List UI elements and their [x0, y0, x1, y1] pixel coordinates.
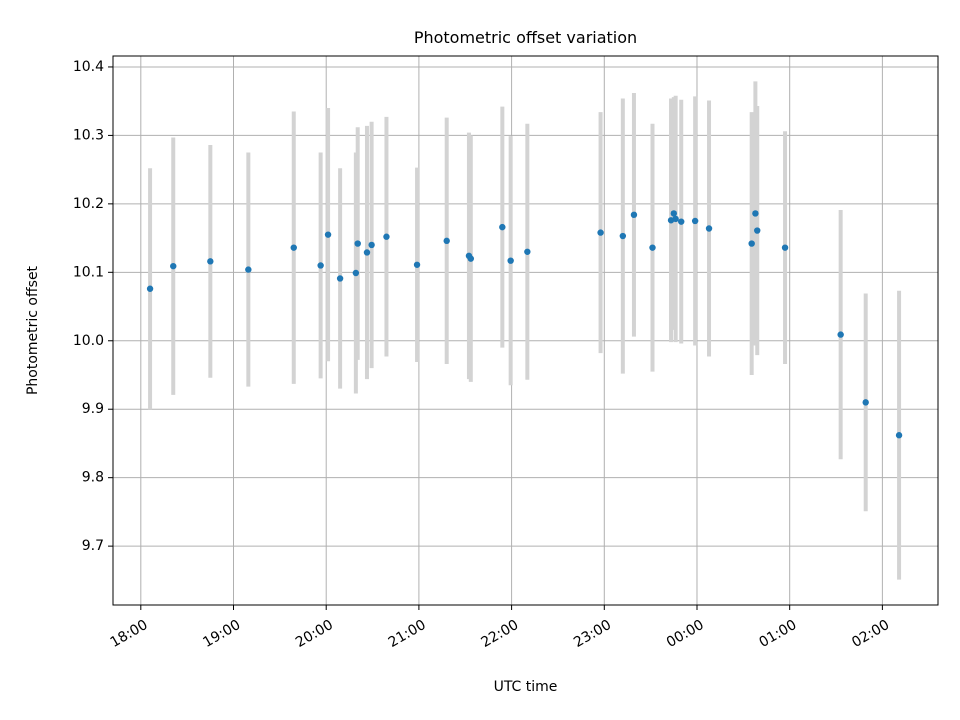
y-tick-label: 10.1 — [73, 264, 104, 280]
data-point — [895, 432, 903, 439]
y-axis-ticks: 9.7 9.8 9.9 10.0 10.1 10.2 10.3 10.4 — [73, 59, 113, 554]
y-axis-label: Photometric offset — [25, 265, 41, 395]
data-point — [672, 215, 679, 223]
data-point — [146, 285, 154, 292]
data-point — [413, 261, 421, 268]
y-tick-label: 9.8 — [82, 470, 104, 486]
data-point — [499, 223, 506, 231]
data-point — [443, 237, 450, 245]
data-point — [524, 248, 531, 255]
x-tick-label: 18:00 — [108, 617, 151, 651]
x-tick-label: 19:00 — [200, 617, 243, 651]
data-point — [748, 240, 755, 247]
data-point — [352, 269, 360, 277]
data-point — [354, 240, 361, 247]
data-point — [630, 211, 638, 219]
y-tick-label: 10.2 — [73, 196, 104, 212]
data-point — [317, 262, 324, 269]
data-point — [368, 241, 375, 249]
x-tick-label: 23:00 — [571, 617, 614, 651]
data-point — [507, 257, 514, 264]
data-point — [705, 225, 713, 232]
chart-title: Photometric offset variation — [414, 28, 637, 47]
data-points — [146, 210, 903, 439]
y-tick-label: 9.7 — [82, 538, 104, 554]
x-tick-label: 00:00 — [664, 617, 707, 651]
data-point — [336, 275, 344, 282]
x-axis-label: UTC time — [494, 679, 558, 695]
x-tick-label: 22:00 — [478, 617, 521, 651]
data-point — [619, 232, 627, 240]
data-point — [837, 331, 844, 338]
data-point — [324, 231, 332, 238]
data-point — [754, 227, 761, 234]
data-point — [207, 258, 214, 265]
data-point — [752, 210, 759, 217]
data-point — [781, 244, 789, 251]
data-point — [670, 210, 678, 217]
y-tick-label: 10.0 — [73, 333, 104, 349]
x-tick-label: 21:00 — [386, 617, 429, 651]
data-point — [363, 249, 371, 256]
x-tick-label: 20:00 — [293, 617, 336, 651]
data-point — [597, 229, 604, 236]
data-point — [467, 255, 475, 262]
data-point — [383, 233, 390, 240]
data-point — [170, 262, 177, 270]
data-point — [649, 244, 656, 251]
data-point — [290, 244, 297, 251]
error-bars — [148, 81, 902, 580]
data-point — [862, 399, 869, 406]
plot-frame — [112, 55, 939, 606]
data-point — [678, 218, 685, 225]
x-tick-label: 01:00 — [757, 617, 800, 651]
y-tick-label: 10.3 — [73, 127, 104, 143]
data-point — [691, 217, 699, 225]
y-tick-label: 10.4 — [73, 59, 104, 75]
x-axis-ticks: 18:00 19:00 20:00 21:00 22:00 23:00 00:00 01:00… — [108, 605, 892, 651]
data-point — [245, 266, 252, 273]
y-tick-label: 9.9 — [82, 401, 104, 417]
x-tick-label: 02:00 — [849, 617, 892, 651]
